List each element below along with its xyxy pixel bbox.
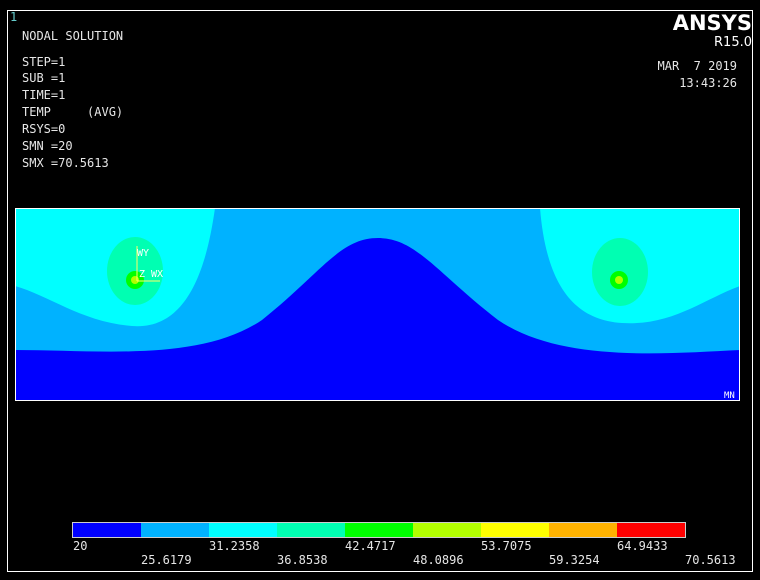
legend-label: 36.8538 [277,553,328,567]
legend-label: 64.9433 [617,539,668,553]
triad-label: Z WX [139,269,163,280]
legend: 20 25.6179 31.2358 36.8538 42.4717 48.0896 53.… [72,522,736,567]
legend-label: 25.6179 [141,553,192,567]
time: 13:43:26 [679,76,737,90]
frame [7,10,753,572]
contour-band [615,276,623,284]
info-line: NODAL SOLUTION [22,29,123,43]
legend-label: 59.3254 [549,553,600,567]
legend-outline [72,522,686,538]
legend-swatch [73,523,141,537]
legend-swatch [617,523,685,537]
legend-swatch [209,523,277,537]
window-number: 1 [10,10,17,24]
info-line: SMX =70.5613 [22,156,109,170]
legend-swatch [481,523,549,537]
info-block: NODAL SOLUTION STEP=1 SUB =1 TIME=1 TEMP (AV… [22,29,123,170]
date: MAR 7 2019 [658,59,737,73]
triad-label: WY [137,248,149,259]
model-outline [15,208,740,401]
legend-swatch [277,523,345,537]
contour-band [131,276,139,284]
legend-label: 31.2358 [209,539,260,553]
info-line: STEP=1 [22,55,65,69]
model: WY Z WX MN [15,208,740,401]
legend-swatch [549,523,617,537]
info-line: RSYS=0 [22,122,65,136]
legend-label: 48.0896 [413,553,464,567]
legend-swatch [141,523,209,537]
legend-swatch [413,523,481,537]
legend-swatch [345,523,413,537]
brand-name: ANSYS [673,11,752,35]
min-marker: MN [724,391,735,401]
legend-label: 20 [73,539,87,553]
legend-label: 42.4717 [345,539,396,553]
info-line: TIME=1 [22,88,65,102]
legend-label: 70.5613 [685,553,736,567]
contour-band [15,238,740,400]
info-line: SUB =1 [22,71,65,85]
info-line: SMN =20 [22,139,73,153]
info-line: TEMP (AVG) [22,105,123,119]
legend-label: 53.7075 [481,539,532,553]
brand-version: R15.0 [714,35,752,50]
